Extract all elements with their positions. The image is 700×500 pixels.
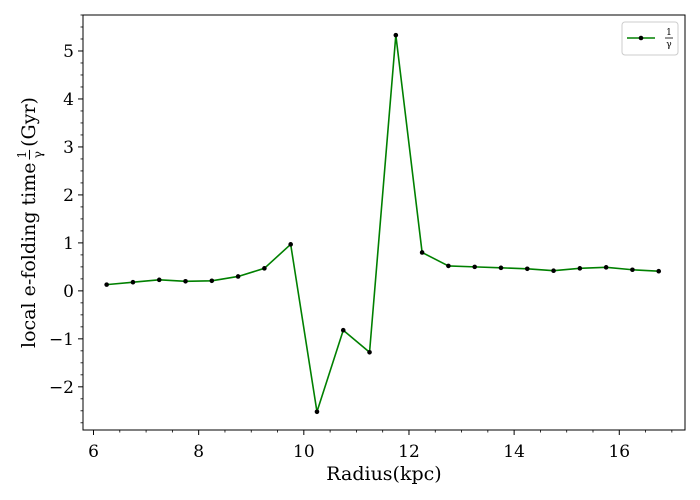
data-point [183, 278, 188, 284]
y-axis-ticks: −2 −1 0 1 2 3 4 5 [49, 14, 83, 424]
data-point [209, 278, 215, 284]
y-tick-label: 5 [63, 42, 74, 62]
legend: 1 γ [621, 21, 679, 56]
data-point [104, 282, 109, 287]
y-tick-label: 1 [63, 234, 74, 254]
x-tick-label: 6 [88, 442, 99, 462]
x-axis-label: Radius(kpc) [326, 463, 441, 485]
y-tick-label: 0 [63, 282, 74, 302]
data-point [288, 242, 293, 247]
y-tick-label: −1 [49, 330, 74, 350]
y-axis-label-fraction-denominator: γ [31, 151, 45, 158]
data-point [235, 274, 241, 279]
plot-frame [82, 14, 686, 431]
y-tick-label: 3 [63, 138, 74, 158]
data-point [130, 279, 136, 285]
x-axis-ticks: 6 8 10 12 14 16 [88, 430, 673, 462]
data-point [419, 250, 425, 255]
data-point [156, 277, 162, 283]
y-axis-label-prefix: local e-folding time [18, 163, 40, 348]
data-point [603, 265, 609, 270]
data-point [340, 327, 346, 333]
legend-label-denominator: γ [666, 40, 671, 50]
data-point [524, 266, 530, 272]
data-point [656, 268, 662, 274]
legend-marker-swatch [638, 35, 644, 41]
series-layer [104, 32, 662, 415]
x-tick-label: 14 [503, 442, 525, 462]
data-point [551, 268, 556, 274]
data-point [577, 266, 583, 271]
y-tick-label: 4 [63, 90, 74, 110]
data-point [446, 263, 451, 269]
data-point [314, 409, 320, 415]
data-point [472, 264, 477, 270]
x-tick-label: 8 [193, 442, 204, 462]
y-axis-label-suffix: (Gyr) [18, 97, 40, 147]
y-axis-label-fraction-numerator: 1 [15, 151, 29, 159]
x-axis-label-group: Radius(kpc) [326, 463, 441, 485]
y-tick-label: 2 [63, 186, 74, 206]
legend-label-numerator: 1 [666, 28, 672, 38]
y-tick-label: −2 [49, 378, 74, 398]
x-tick-label: 16 [608, 442, 630, 462]
y-axis-label-group: local e-folding time 1 γ (Gyr) [15, 97, 45, 348]
x-tick-label: 10 [293, 442, 315, 462]
x-tick-label: 12 [398, 442, 420, 462]
data-point [367, 349, 372, 355]
data-point [262, 266, 267, 271]
data-point [498, 265, 504, 271]
data-point [630, 267, 635, 273]
data-point [393, 32, 399, 38]
series-line [106, 34, 659, 413]
